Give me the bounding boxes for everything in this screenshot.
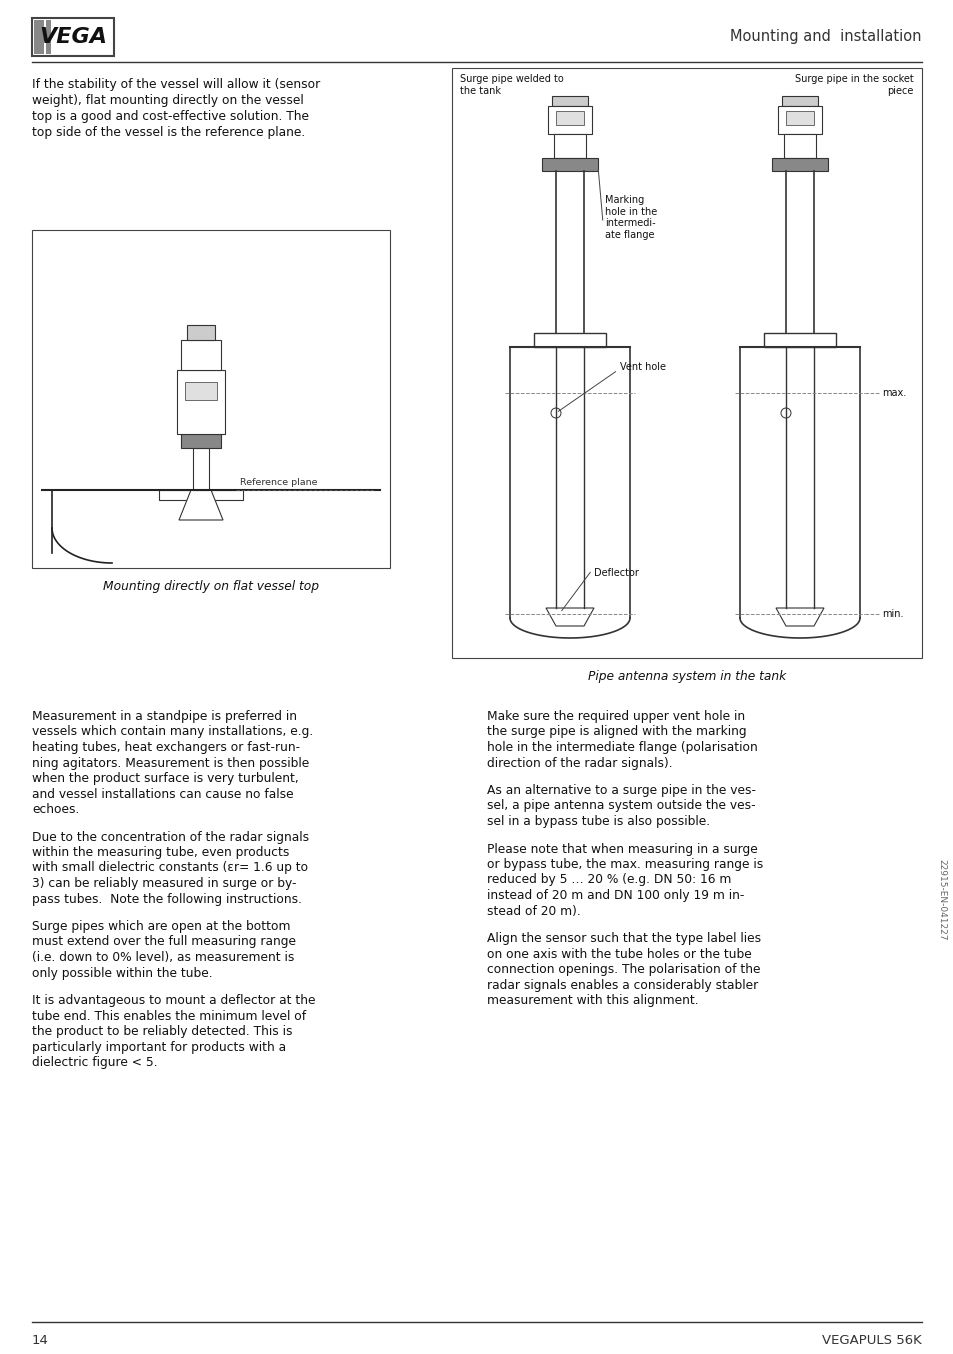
Text: pass tubes.  Note the following instructions.: pass tubes. Note the following instructi… — [32, 892, 302, 906]
Polygon shape — [775, 608, 823, 626]
Text: the surge pipe is aligned with the marking: the surge pipe is aligned with the marki… — [486, 726, 746, 738]
Bar — [452, 68, 921, 658]
Polygon shape — [179, 490, 223, 520]
Bar — [778, 106, 821, 134]
Bar — [34, 20, 44, 54]
Circle shape — [551, 408, 560, 418]
Text: direction of the radar signals).: direction of the radar signals). — [486, 757, 672, 769]
Text: the product to be reliably detected. This is: the product to be reliably detected. Thi… — [32, 1025, 293, 1039]
Text: within the measuring tube, even products: within the measuring tube, even products — [32, 846, 289, 858]
Polygon shape — [545, 608, 594, 626]
Bar — [554, 134, 585, 158]
Text: with small dielectric constants (εr= 1.6 up to: with small dielectric constants (εr= 1.6… — [32, 861, 308, 875]
Bar — [177, 370, 225, 435]
Bar — [763, 333, 835, 347]
Circle shape — [781, 408, 790, 418]
Text: echoes.: echoes. — [32, 803, 79, 816]
Text: when the product surface is very turbulent,: when the product surface is very turbule… — [32, 772, 298, 785]
Text: vessels which contain many installations, e.g.: vessels which contain many installations… — [32, 726, 313, 738]
Text: Surge pipe in the socket
piece: Surge pipe in the socket piece — [795, 74, 913, 96]
Text: instead of 20 m and DN 100 only 19 m in-: instead of 20 m and DN 100 only 19 m in- — [486, 890, 743, 902]
Bar — [541, 158, 598, 171]
Text: on one axis with the tube holes or the tube: on one axis with the tube holes or the t… — [486, 948, 751, 960]
Text: stead of 20 m).: stead of 20 m). — [486, 904, 580, 918]
Text: (i.e. down to 0% level), as measurement is: (i.e. down to 0% level), as measurement … — [32, 951, 294, 964]
Text: sel, a pipe antenna system outside the ves-: sel, a pipe antenna system outside the v… — [486, 799, 755, 812]
Bar — [771, 158, 827, 171]
Text: VEGAPULS 56K: VEGAPULS 56K — [821, 1334, 921, 1346]
Bar — [159, 490, 243, 500]
Bar — [187, 325, 214, 340]
Text: hole in the intermediate flange (polarisation: hole in the intermediate flange (polaris… — [486, 741, 757, 754]
Text: radar signals enables a considerably stabler: radar signals enables a considerably sta… — [486, 979, 758, 991]
Text: only possible within the tube.: only possible within the tube. — [32, 967, 213, 979]
Text: sel in a bypass tube is also possible.: sel in a bypass tube is also possible. — [486, 815, 709, 829]
Bar — [547, 106, 592, 134]
Text: connection openings. The polarisation of the: connection openings. The polarisation of… — [486, 963, 760, 976]
Text: tube end. This enables the minimum level of: tube end. This enables the minimum level… — [32, 1010, 306, 1022]
Text: top side of the vessel is the reference plane.: top side of the vessel is the reference … — [32, 126, 305, 139]
Bar — [193, 448, 209, 490]
Text: VEGA: VEGA — [39, 27, 107, 47]
Text: 14: 14 — [32, 1334, 49, 1346]
Bar — [785, 111, 813, 125]
Text: particularly important for products with a: particularly important for products with… — [32, 1040, 286, 1053]
Text: If the stability of the vessel will allow it (sensor: If the stability of the vessel will allo… — [32, 79, 320, 91]
Text: reduced by 5 … 20 % (e.g. DN 50: 16 m: reduced by 5 … 20 % (e.g. DN 50: 16 m — [486, 873, 731, 887]
Bar — [783, 134, 815, 158]
Bar — [552, 96, 587, 106]
Text: Surge pipe welded to
the tank: Surge pipe welded to the tank — [459, 74, 563, 96]
Bar — [32, 230, 390, 567]
Text: Mounting and  installation: Mounting and installation — [730, 30, 921, 45]
Text: Marking
hole in the
intermedi-
ate flange: Marking hole in the intermedi- ate flang… — [604, 195, 657, 240]
Text: Align the sensor such that the type label lies: Align the sensor such that the type labe… — [486, 932, 760, 945]
Text: Pipe antenna system in the tank: Pipe antenna system in the tank — [587, 670, 785, 682]
Bar — [181, 435, 221, 448]
Text: weight), flat mounting directly on the vessel: weight), flat mounting directly on the v… — [32, 93, 303, 107]
Text: max.: max. — [882, 389, 905, 398]
Text: Surge pipes which are open at the bottom: Surge pipes which are open at the bottom — [32, 919, 291, 933]
Text: or bypass tube, the max. measuring range is: or bypass tube, the max. measuring range… — [486, 858, 762, 871]
Text: Vent hole: Vent hole — [619, 362, 665, 372]
Bar — [46, 20, 51, 54]
Bar — [534, 333, 605, 347]
Text: min.: min. — [882, 609, 902, 619]
Bar — [185, 382, 216, 399]
Text: ning agitators. Measurement is then possible: ning agitators. Measurement is then poss… — [32, 757, 309, 769]
Text: must extend over the full measuring range: must extend over the full measuring rang… — [32, 936, 295, 949]
Text: 22915-EN-041227: 22915-EN-041227 — [937, 860, 945, 941]
Bar — [791, 158, 807, 167]
Text: and vessel installations can cause no false: and vessel installations can cause no fa… — [32, 788, 294, 800]
Text: Reference plane: Reference plane — [240, 478, 317, 487]
Bar — [561, 158, 578, 167]
Text: Please note that when measuring in a surge: Please note that when measuring in a sur… — [486, 842, 757, 856]
Text: As an alternative to a surge pipe in the ves-: As an alternative to a surge pipe in the… — [486, 784, 755, 798]
Text: It is advantageous to mount a deflector at the: It is advantageous to mount a deflector … — [32, 994, 315, 1007]
Text: Mounting directly on flat vessel top: Mounting directly on flat vessel top — [103, 580, 318, 593]
Bar — [181, 340, 221, 370]
Bar — [556, 111, 583, 125]
Text: dielectric figure < 5.: dielectric figure < 5. — [32, 1056, 157, 1070]
Bar — [32, 18, 113, 56]
Text: Deflector: Deflector — [594, 567, 639, 578]
Text: heating tubes, heat exchangers or fast-run-: heating tubes, heat exchangers or fast-r… — [32, 741, 300, 754]
Text: measurement with this alignment.: measurement with this alignment. — [486, 994, 698, 1007]
Text: 3) can be reliably measured in surge or by-: 3) can be reliably measured in surge or … — [32, 877, 296, 890]
Text: Make sure the required upper vent hole in: Make sure the required upper vent hole i… — [486, 709, 744, 723]
Bar — [781, 96, 817, 106]
Text: Due to the concentration of the radar signals: Due to the concentration of the radar si… — [32, 830, 309, 844]
Text: top is a good and cost-effective solution. The: top is a good and cost-effective solutio… — [32, 110, 309, 123]
Text: Measurement in a standpipe is preferred in: Measurement in a standpipe is preferred … — [32, 709, 296, 723]
